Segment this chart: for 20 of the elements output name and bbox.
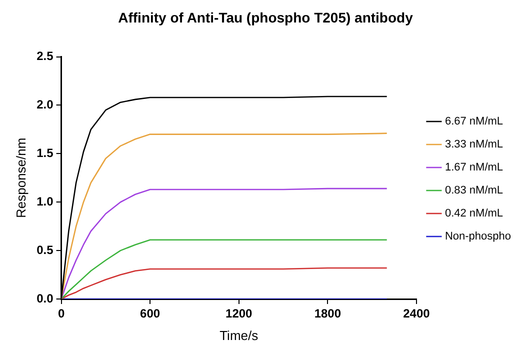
legend-label: 0.83 nM/mL xyxy=(444,184,504,197)
x-tick-label: 600 xyxy=(140,306,160,321)
x-axis-title: Time/s xyxy=(220,328,259,343)
y-tick-label: 1.0 xyxy=(36,194,54,208)
x-tick-label: 2400 xyxy=(403,306,430,321)
legend-label: 0.42 nM/mL xyxy=(444,208,504,220)
y-tick-label: 2.5 xyxy=(36,49,54,64)
x-tick-label: 1200 xyxy=(226,306,253,321)
y-tick-label: 2.0 xyxy=(36,98,54,112)
legend-label: Non-phospho xyxy=(444,230,512,243)
legend-label: 6.67 nM/mL xyxy=(444,116,504,128)
legend-label: 3.33 nM/mL xyxy=(444,138,504,151)
y-tick-label: 1.5 xyxy=(36,146,54,160)
y-tick-label: 0.5 xyxy=(36,242,54,257)
y-tick-label: 0.0 xyxy=(36,291,54,306)
chart-title: Affinity of Anti-Tau (phospho T205) antibody xyxy=(118,9,414,26)
legend-label: 1.67 nM/mL xyxy=(444,162,504,174)
y-axis-title: Response/nm xyxy=(13,138,28,218)
x-tick-label: 0 xyxy=(58,306,65,321)
x-tick-label: 1800 xyxy=(314,306,342,321)
